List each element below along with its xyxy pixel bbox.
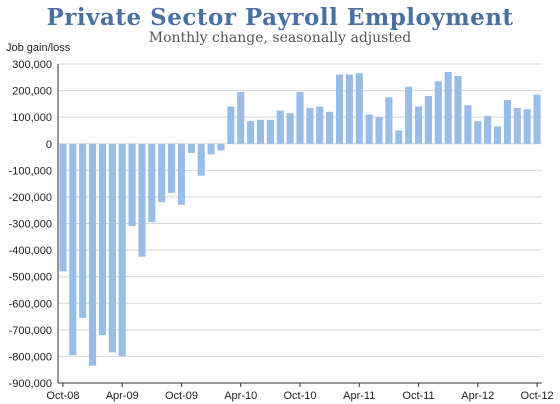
bar [513,107,521,144]
bar [187,143,195,154]
x-tick-label: Apr-09 [106,390,139,402]
bar [138,143,146,257]
bar [168,143,176,193]
bar [424,95,432,144]
bar [494,126,502,144]
bar [405,86,413,144]
x-tick-label: Oct-11 [402,390,434,402]
bar [158,143,166,203]
bar [355,73,363,144]
bar [414,106,423,144]
chart-subtitle: Monthly change, seasonally adjusted [148,30,412,46]
y-tick-label: 100,000 [12,112,52,124]
bar [79,143,87,318]
bar [276,110,284,144]
bar [484,115,492,144]
bar [227,106,235,144]
bar [69,143,77,356]
bar [247,121,255,144]
bar [148,143,156,223]
bar [237,91,245,144]
y-tick-label: -200,000 [9,192,52,204]
bar [533,94,541,144]
x-tick-label: Oct-12 [521,390,554,402]
bar [286,113,294,144]
bar [335,74,344,144]
y-tick-label: -900,000 [9,378,52,390]
bar [177,143,186,205]
bar [296,91,304,144]
y-tick-label: -500,000 [9,272,52,284]
x-tick-label: Oct-10 [283,390,316,402]
y-tick-label: -400,000 [9,245,52,257]
x-tick-label: Apr-12 [461,390,494,402]
bar [118,143,126,357]
bar [89,143,97,366]
bar [464,105,472,144]
y-tick-label: -100,000 [9,165,52,177]
bar [474,121,482,144]
bar [108,143,116,353]
bar [434,81,442,144]
bar [385,97,393,144]
bar [266,119,274,144]
y-tick-label: 200,000 [12,86,52,98]
y-tick-label: -700,000 [9,325,52,337]
x-tick-label: Oct-08 [46,390,79,402]
y-axis-label: Job gain/loss [6,42,71,54]
y-tick-label: -800,000 [9,351,52,363]
x-tick-label: Oct-09 [165,390,198,402]
bar [59,143,67,272]
bar [207,143,215,155]
bar [444,71,452,144]
y-tick-label: -600,000 [9,298,52,310]
bar [503,99,511,144]
y-tick-label: -300,000 [9,219,52,231]
bar [345,74,353,144]
bar [197,143,205,176]
chart-title: Private Sector Payroll Employment [46,4,514,31]
bar [454,75,462,144]
bar [375,117,383,144]
bar [217,143,225,151]
bar [256,119,265,144]
bar [306,107,314,144]
y-tick-label: 0 [46,139,52,151]
bar [523,109,531,144]
x-tick-label: Apr-11 [343,390,375,402]
bar [128,143,136,227]
x-tick-label: Apr-10 [224,390,257,402]
bar [395,130,403,144]
bar [316,106,324,144]
y-tick-label: 300,000 [12,59,52,71]
bar [98,143,106,336]
bar [326,111,334,144]
bar [365,114,373,144]
